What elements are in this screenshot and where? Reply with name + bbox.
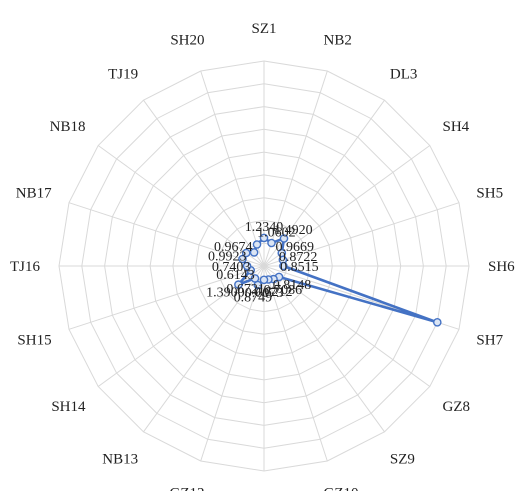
data-label: 0.8722 xyxy=(279,250,318,265)
data-label: 0.8515 xyxy=(280,260,319,275)
category-label: NB17 xyxy=(16,186,52,202)
category-label: SZ9 xyxy=(390,452,415,468)
category-label: SH20 xyxy=(170,33,204,49)
category-label: TJ19 xyxy=(108,67,138,83)
category-label: GZ8 xyxy=(443,399,471,415)
data-label: 0.9923 xyxy=(208,249,247,264)
data-label: 0.9669 xyxy=(276,240,315,255)
category-label: TJ16 xyxy=(10,259,41,275)
category-label: SH15 xyxy=(17,333,51,349)
category-label: NB18 xyxy=(50,119,86,135)
category-label: SH14 xyxy=(51,399,86,415)
data-label: 0.8749 xyxy=(234,290,273,305)
axis-spoke xyxy=(97,145,265,267)
data-point xyxy=(242,261,252,271)
data-point xyxy=(238,254,247,264)
data-point xyxy=(279,261,288,271)
data-label: 0.6212 xyxy=(254,285,293,300)
axis-spoke xyxy=(143,265,265,433)
data-point xyxy=(267,238,276,248)
data-label: 0.8148 xyxy=(273,278,312,293)
category-label: GZ12 xyxy=(170,485,205,491)
data-point xyxy=(432,317,442,327)
axis-spoke xyxy=(263,202,460,267)
data-label: 1.4920 xyxy=(274,223,313,238)
data-point xyxy=(241,248,251,258)
data-label: 0.6143 xyxy=(216,268,255,283)
category-labels: SZ1NB2DL3SH4SH5SH6SH7GZ8SZ9GZ10SZ11GZ12N… xyxy=(10,21,515,491)
data-point xyxy=(259,275,269,285)
data-label: 0.6073 xyxy=(245,286,284,301)
category-label: DL3 xyxy=(390,67,418,83)
axis-spoke xyxy=(68,202,265,267)
data-point xyxy=(234,280,243,289)
category-label: SZ1 xyxy=(251,21,276,37)
data-label: 0.7086 xyxy=(264,283,303,298)
category-label: NB2 xyxy=(324,33,352,49)
category-label: SH6 xyxy=(488,259,515,275)
data-label: 1.3900 xyxy=(206,286,245,301)
data-label: 0.6721 xyxy=(226,282,265,297)
data-series xyxy=(234,233,442,327)
data-point xyxy=(249,248,259,257)
data-label: 1.2340 xyxy=(245,220,284,235)
axis-spoke xyxy=(263,265,431,387)
data-point xyxy=(252,240,262,249)
category-label: GZ10 xyxy=(324,485,359,491)
axis-spoke xyxy=(263,145,431,267)
data-label: 1.0602 xyxy=(257,226,296,241)
data-point xyxy=(279,234,289,243)
axis-spoke xyxy=(263,265,328,462)
category-label: SH7 xyxy=(476,333,503,349)
data-label: 0.7403 xyxy=(212,260,251,275)
category-label: SH4 xyxy=(443,119,470,135)
axis-spoke xyxy=(68,265,265,330)
axis-spoke xyxy=(200,265,265,462)
axis-spoke xyxy=(263,265,385,433)
data-label: 0.9674 xyxy=(214,240,253,255)
data-point xyxy=(259,233,269,243)
category-label: SH5 xyxy=(476,186,503,202)
axis-spoke xyxy=(143,99,265,267)
category-label: NB13 xyxy=(102,452,138,468)
axis-spoke xyxy=(200,70,265,267)
axis-spoke xyxy=(263,70,328,267)
data-point xyxy=(250,274,260,283)
